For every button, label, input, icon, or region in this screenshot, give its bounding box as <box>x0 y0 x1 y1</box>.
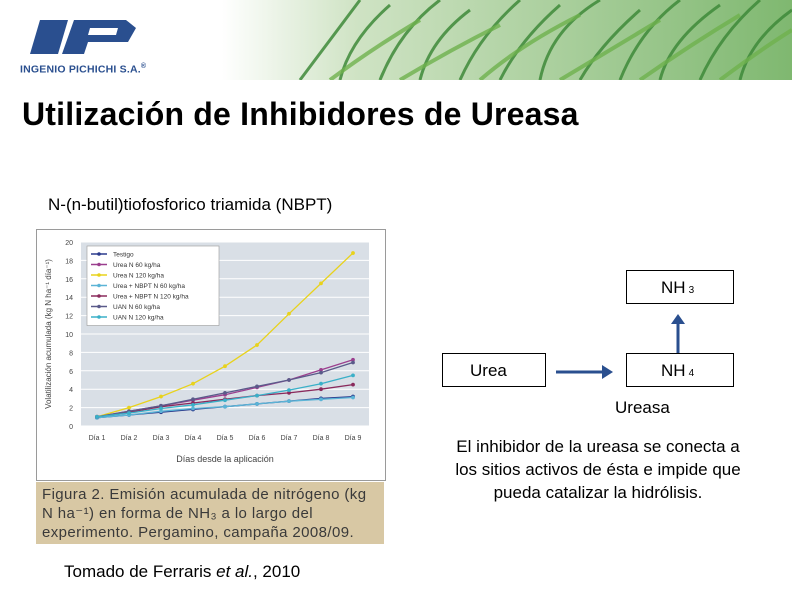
x-tick-label: Día 8 <box>313 435 330 442</box>
legend-label: UAN N 120 kg/ha <box>113 315 164 322</box>
y-axis-label: Volatilización acumulada (kg N ha⁻¹ día⁻… <box>44 259 53 409</box>
data-point <box>319 397 323 402</box>
data-point <box>287 378 291 382</box>
source-citation: Tomado de Ferraris et al., 2010 <box>64 562 301 581</box>
slide-title: Utilización de Inhibidores de Ureasa <box>22 96 579 132</box>
legend-box <box>86 245 220 326</box>
y-tick-label: 10 <box>65 332 73 339</box>
data-point <box>287 390 291 395</box>
data-point <box>223 390 227 395</box>
chart-svg: 0 2 4 6 8 10 12 14 16 18 20 Día 1 Día 2 Día 3 Día 4 Día… <box>44 240 369 464</box>
y-tick-label: 14 <box>65 295 73 302</box>
y-tick-label: 16 <box>65 277 73 284</box>
data-point <box>191 397 195 402</box>
data-point <box>319 370 323 375</box>
x-tick-label: Día 2 <box>121 435 138 442</box>
up-arrow-icon <box>671 314 685 356</box>
legend-label: UAN N 60 kg/ha <box>113 304 160 311</box>
urease-label: Ureasa <box>615 398 670 417</box>
legend-marker <box>97 273 101 277</box>
data-point <box>255 393 259 398</box>
y-tick-label: 6 <box>69 369 73 376</box>
data-point <box>159 409 163 414</box>
legend-marker <box>97 304 101 309</box>
x-tick-label: Día 7 <box>281 435 298 442</box>
data-point <box>351 357 355 362</box>
legend-label: Testigo <box>113 252 134 259</box>
y-tick-label: 4 <box>69 387 73 394</box>
x-tick-label: Día 4 <box>185 435 202 442</box>
legend-marker <box>97 262 101 267</box>
x-tick-label: Día 1 <box>89 435 106 442</box>
x-tick-label: Día 5 <box>217 435 234 442</box>
data-point <box>191 381 195 386</box>
volatilization-chart: 0 2 4 6 8 10 12 14 16 18 20 Día 1 Día 2 Día 3 Día 4 Día… <box>36 229 386 481</box>
y-tick-label: 18 <box>65 258 73 265</box>
data-point <box>159 406 163 411</box>
data-point <box>351 251 355 255</box>
legend-marker <box>97 283 101 288</box>
data-point <box>223 364 227 369</box>
data-point <box>95 414 99 419</box>
data-point <box>351 373 355 378</box>
y-tick-label: 12 <box>65 314 73 321</box>
data-point <box>191 402 195 407</box>
pichichi-logo-icon <box>30 20 136 54</box>
legend-marker <box>97 252 101 256</box>
legend-label: Urea N 120 kg/ha <box>113 273 164 280</box>
data-point <box>319 281 323 286</box>
data-point <box>255 402 259 406</box>
data-point <box>127 405 131 410</box>
data-point <box>287 399 291 404</box>
data-point <box>287 388 291 393</box>
data-point <box>255 343 259 347</box>
x-tick-label: Día 6 <box>249 435 266 442</box>
legend-label: Urea + NBPT N 120 kg/ha <box>113 294 189 301</box>
figure-caption: Figura 2. Emisión acumulada de nitrógeno… <box>42 486 367 541</box>
data-point <box>223 398 227 403</box>
legend-label: Urea + NBPT N 60 kg/ha <box>113 283 185 290</box>
compound-name: N-(n-butil)tiofosforico triamida (NBPT) <box>48 195 333 214</box>
data-point <box>351 395 355 400</box>
data-point <box>351 382 355 387</box>
legend-label: Urea N 60 kg/ha <box>113 262 161 269</box>
legend-marker <box>97 315 101 319</box>
figure-caption-box: Figura 2. Emisión acumulada de nitrógeno… <box>36 482 384 544</box>
x-axis-label: Días desde la aplicación <box>176 454 274 464</box>
urea-box: Urea <box>442 353 546 387</box>
data-point <box>319 367 323 372</box>
data-point <box>159 394 163 399</box>
x-tick-label: Día 3 <box>153 435 170 442</box>
grass-banner-image <box>0 0 792 80</box>
header-banner: INGENIO PICHICHI S.A.® <box>0 0 792 80</box>
data-point <box>351 360 355 365</box>
y-tick-label: 20 <box>65 240 73 247</box>
nh3-box: NH 3 <box>626 270 734 304</box>
data-point <box>319 387 323 392</box>
y-tick-label: 0 <box>69 424 73 431</box>
legend-marker <box>97 294 101 298</box>
data-point <box>191 406 195 411</box>
data-point <box>127 411 131 416</box>
data-point <box>319 381 323 386</box>
nh4-box: NH 4 <box>626 353 734 387</box>
data-point <box>159 403 163 408</box>
data-point <box>287 311 291 316</box>
x-tick-label: Día 9 <box>345 435 362 442</box>
data-point <box>223 404 227 409</box>
right-arrow-icon <box>556 365 613 379</box>
inhibitor-explanation: El inhibidor de la ureasa se conecta a l… <box>455 437 741 502</box>
y-tick-label: 8 <box>69 350 73 357</box>
company-name: INGENIO PICHICHI S.A.® <box>20 63 147 76</box>
y-tick-label: 2 <box>69 406 73 413</box>
data-point <box>255 384 259 389</box>
